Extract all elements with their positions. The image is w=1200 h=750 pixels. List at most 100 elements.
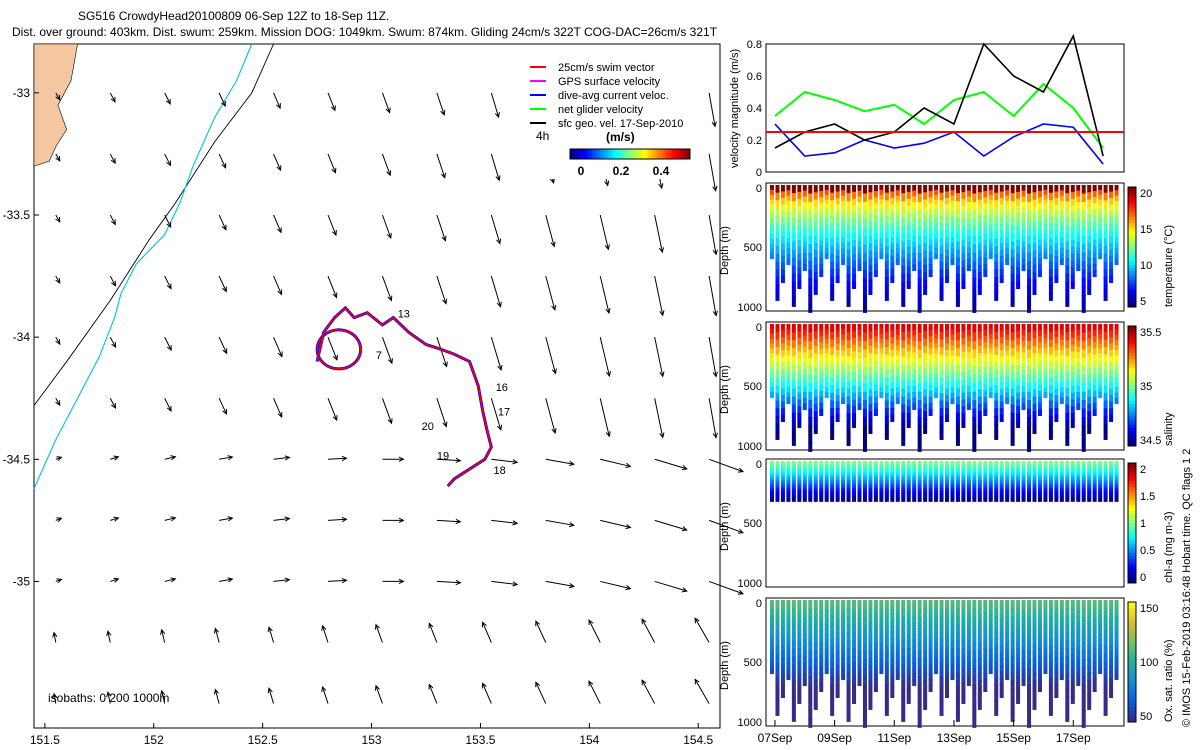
section-cell (917, 193, 922, 203)
day-label: 19 (437, 450, 449, 462)
section-cell (841, 376, 846, 383)
section-cell (1048, 653, 1053, 663)
section-cell (1092, 215, 1097, 223)
section-cell (1076, 668, 1081, 675)
section-cell (1027, 244, 1032, 254)
section-cell (1005, 200, 1010, 208)
section-cell (824, 476, 829, 481)
section-cell (988, 238, 993, 245)
section-cell (873, 348, 878, 356)
section-cell (950, 339, 955, 347)
section-cell (923, 679, 928, 689)
section-cell (966, 634, 971, 641)
section-cell (797, 479, 802, 484)
section-cell (824, 658, 829, 665)
section-cell (934, 629, 939, 636)
section-cell (1098, 482, 1103, 486)
section-cell (1081, 633, 1086, 644)
section-cell (1005, 195, 1010, 202)
section-cell (797, 487, 802, 492)
section-cell (873, 606, 878, 614)
section-cell (972, 482, 977, 486)
section-cell (972, 466, 977, 470)
current-arrow-head (605, 308, 611, 315)
section-cell (955, 225, 960, 235)
section-cell (1027, 608, 1032, 618)
section-cell (841, 190, 846, 197)
section-cell (955, 648, 960, 658)
section-cell (1054, 249, 1059, 258)
section-cell (819, 490, 824, 494)
section-cell (846, 380, 851, 390)
section-cell (934, 338, 939, 345)
section-cell (972, 324, 977, 334)
section-cell (950, 227, 955, 234)
section-cell (994, 331, 999, 341)
section-cell (868, 665, 873, 674)
section-cell (994, 246, 999, 255)
section-cell (994, 238, 999, 248)
section-cell (961, 490, 966, 494)
section-cell (819, 330, 824, 338)
section-cell (835, 625, 840, 634)
section-cell (1010, 185, 1015, 195)
section-cell (934, 614, 939, 621)
section-cell (906, 191, 911, 200)
section-cell (972, 642, 977, 652)
section-cell (928, 185, 933, 193)
section-cell (923, 650, 928, 660)
section-colorbar-cell (1128, 514, 1136, 518)
section-colorbar-cell (1128, 437, 1136, 441)
section-cell (1103, 215, 1108, 225)
section-cell (917, 642, 922, 652)
section-cell (890, 210, 895, 219)
section-cell (791, 461, 796, 465)
section-cell (928, 378, 933, 386)
section-cell (912, 484, 917, 489)
section-ylabel: Depth (m) (719, 502, 731, 551)
section-cell (857, 605, 862, 613)
section-cell (1114, 673, 1119, 681)
section-cell (862, 693, 867, 703)
section-cell (830, 482, 835, 486)
section-cell (1027, 468, 1032, 473)
section-cell (1021, 651, 1026, 658)
section-cell (835, 487, 840, 492)
section-cell (1098, 468, 1103, 473)
section-cell (1059, 392, 1064, 399)
section-cell (1092, 492, 1097, 497)
section-cell (917, 693, 922, 703)
section-colorbar-cell (1128, 535, 1136, 539)
section-colorbar-cell (1128, 223, 1136, 227)
section-cell (983, 474, 988, 478)
section-cell (890, 197, 895, 206)
section-cell (1021, 352, 1026, 360)
section-colorbar-cell (1128, 274, 1136, 278)
current-arrow (654, 214, 663, 253)
section-cell (791, 656, 796, 666)
section-cell (977, 360, 982, 369)
section-cell (857, 600, 862, 607)
section-cell (857, 471, 862, 476)
section-cell (1114, 221, 1119, 229)
section-cell (791, 696, 796, 706)
section-cell (1081, 269, 1086, 280)
section-cell (830, 468, 835, 473)
section-cell (906, 372, 911, 380)
section-cell (1070, 495, 1075, 500)
section-cell (961, 689, 966, 698)
section-cell (917, 442, 922, 452)
section-cell (1021, 329, 1026, 337)
section-cell (923, 621, 928, 631)
section-cell (934, 367, 939, 374)
current-arrow (588, 619, 601, 643)
section-cell (775, 324, 780, 333)
section-cell (1037, 251, 1042, 259)
section-cell (945, 651, 949, 660)
section-cell (846, 201, 851, 211)
section-cell (906, 413, 911, 422)
section-cell (950, 461, 955, 465)
section-cell (1032, 687, 1037, 696)
section-cell (1081, 201, 1086, 212)
current-arrow (428, 623, 438, 643)
